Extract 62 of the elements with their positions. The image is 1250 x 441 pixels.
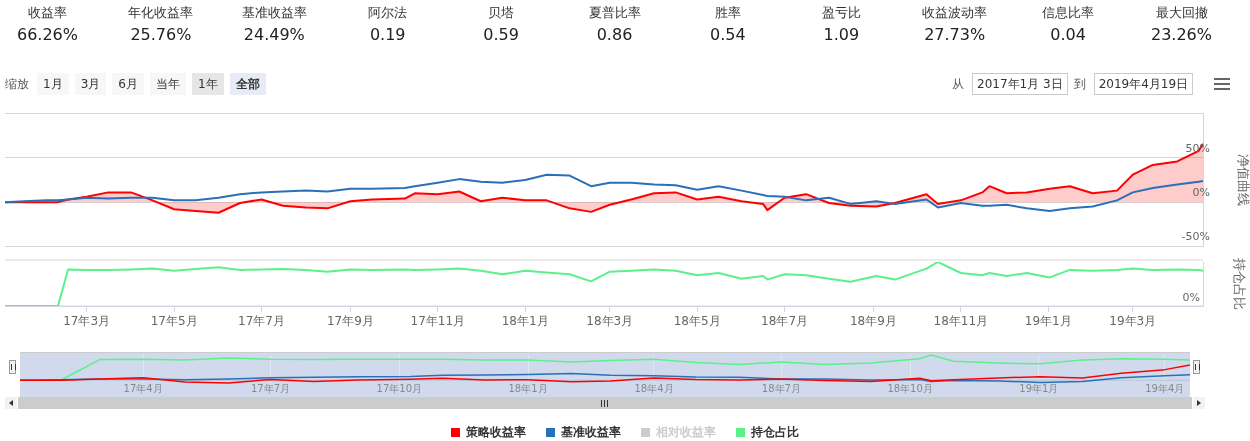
text: 3月 xyxy=(74,73,107,95)
y-axis-title: 净值曲线 xyxy=(1235,154,1250,206)
text: 27.73% xyxy=(923,25,987,44)
y-tick-label: 0% xyxy=(1192,185,1210,199)
text: 收益波动率 xyxy=(921,4,989,22)
legend-label: 持仓占比 xyxy=(751,424,799,441)
x-tick-label: 17年11月 xyxy=(410,314,466,329)
text: 盈亏比 xyxy=(820,4,862,22)
text: 阿尔法 xyxy=(367,4,409,22)
text: 年化收益率 xyxy=(127,4,195,22)
x-tick-label: 17年4月 xyxy=(123,382,163,394)
x-tick-label: 18年3月 xyxy=(586,314,634,329)
text: 1年 xyxy=(191,73,224,95)
text: 全部 xyxy=(229,73,266,95)
text: 0.59 xyxy=(482,25,520,44)
text: 25.76% xyxy=(129,25,193,44)
x-tick-label: 18年7月 xyxy=(761,382,801,394)
text: 66.26% xyxy=(16,25,79,44)
text: 2017年1月 3日 xyxy=(972,73,1068,95)
text: 2019年4月19日 xyxy=(1093,73,1194,95)
x-tick-label: 18年5月 xyxy=(673,314,721,329)
x-tick-label: 17年7月 xyxy=(250,382,291,394)
text: 从 xyxy=(952,76,964,93)
text: 缩放 xyxy=(5,76,29,93)
text: 24.49% xyxy=(242,25,306,44)
legend-label: 基准收益率 xyxy=(561,424,621,441)
text: 到 xyxy=(1073,76,1086,93)
text: 0.54 xyxy=(709,25,747,44)
text: 1月 xyxy=(37,73,69,95)
text: 胜率 xyxy=(713,4,742,22)
x-tick-label: 18年9月 xyxy=(849,314,897,329)
x-tick-label: 19年4月 xyxy=(1145,382,1185,394)
x-tick-label: 18年1月 xyxy=(501,314,549,329)
x-tick-label: 19年1月 xyxy=(1024,314,1072,329)
text: 1.09 xyxy=(822,25,861,44)
text: 夏普比率 xyxy=(587,4,642,22)
x-tick-label: 17年5月 xyxy=(150,314,198,329)
y-tick-label: -50% xyxy=(1181,230,1210,244)
x-tick-label: 19年3月 xyxy=(1109,314,1157,329)
x-tick-label: 18年10月 xyxy=(887,382,933,394)
text: 0.19 xyxy=(368,25,407,44)
text: 23.26% xyxy=(1150,25,1213,44)
text: 最大回撤 xyxy=(1154,4,1209,22)
text: 6月 xyxy=(112,73,144,95)
x-tick-label: 18年11月 xyxy=(933,314,989,329)
text: 信息比率 xyxy=(1041,4,1096,22)
text: 当年 xyxy=(149,73,186,95)
text: 0.04 xyxy=(1049,25,1087,44)
x-tick-label: 18年1月 xyxy=(508,382,548,394)
x-tick-label: 19年1月 xyxy=(1019,382,1059,394)
legend-label: 策略收益率 xyxy=(466,424,526,441)
y-axis-title: 持仓占比 xyxy=(1231,258,1247,310)
x-tick-label: 18年4月 xyxy=(634,382,674,394)
text: 收益率 xyxy=(27,4,68,22)
x-tick-label: 17年3月 xyxy=(63,314,111,329)
x-tick-label: 17年9月 xyxy=(326,314,374,329)
text: 基准收益率 xyxy=(240,4,308,22)
text: 0.86 xyxy=(595,25,634,44)
text: 贝塔 xyxy=(487,4,516,22)
x-tick-label: 17年7月 xyxy=(238,314,285,329)
x-tick-label: 18年7月 xyxy=(761,314,809,329)
x-tick-label: 17年10月 xyxy=(376,382,422,394)
